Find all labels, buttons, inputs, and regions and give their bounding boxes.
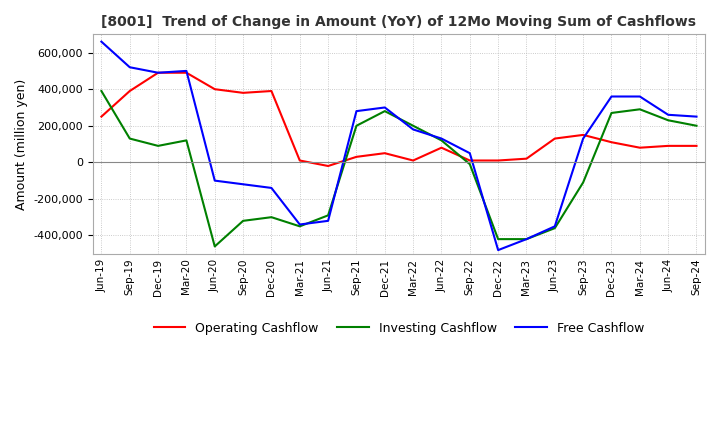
Free Cashflow — [551, 224, 559, 229]
Operating Cashflow — [125, 88, 134, 94]
Investing Cashflow — [239, 218, 248, 224]
Operating Cashflow — [154, 70, 163, 75]
Investing Cashflow — [267, 215, 276, 220]
Operating Cashflow — [182, 70, 191, 75]
Operating Cashflow — [664, 143, 672, 149]
Operating Cashflow — [494, 158, 503, 163]
Operating Cashflow — [352, 154, 361, 159]
Investing Cashflow — [579, 180, 588, 185]
Free Cashflow — [409, 127, 418, 132]
Free Cashflow — [664, 112, 672, 117]
Free Cashflow — [579, 136, 588, 141]
Free Cashflow — [437, 136, 446, 141]
Investing Cashflow — [125, 136, 134, 141]
Operating Cashflow — [522, 156, 531, 161]
Investing Cashflow — [380, 109, 389, 114]
Investing Cashflow — [692, 123, 701, 128]
Operating Cashflow — [380, 150, 389, 156]
Free Cashflow — [154, 70, 163, 75]
Free Cashflow — [522, 236, 531, 242]
Operating Cashflow — [551, 136, 559, 141]
Operating Cashflow — [267, 88, 276, 94]
Free Cashflow — [607, 94, 616, 99]
Free Cashflow — [210, 178, 219, 183]
Free Cashflow — [352, 109, 361, 114]
Free Cashflow — [692, 114, 701, 119]
Free Cashflow — [125, 65, 134, 70]
Legend: Operating Cashflow, Investing Cashflow, Free Cashflow: Operating Cashflow, Investing Cashflow, … — [149, 317, 649, 340]
Free Cashflow — [465, 150, 474, 156]
Investing Cashflow — [352, 123, 361, 128]
Operating Cashflow — [295, 158, 304, 163]
Operating Cashflow — [579, 132, 588, 138]
Free Cashflow — [494, 247, 503, 253]
Free Cashflow — [239, 182, 248, 187]
Free Cashflow — [380, 105, 389, 110]
Free Cashflow — [324, 218, 333, 224]
Investing Cashflow — [607, 110, 616, 116]
Free Cashflow — [636, 94, 644, 99]
Free Cashflow — [182, 68, 191, 73]
Investing Cashflow — [324, 213, 333, 218]
Operating Cashflow — [465, 158, 474, 163]
Free Cashflow — [97, 39, 106, 44]
Investing Cashflow — [494, 236, 503, 242]
Free Cashflow — [267, 185, 276, 191]
Investing Cashflow — [551, 226, 559, 231]
Operating Cashflow — [210, 87, 219, 92]
Line: Investing Cashflow: Investing Cashflow — [102, 91, 696, 246]
Investing Cashflow — [154, 143, 163, 149]
Investing Cashflow — [295, 224, 304, 229]
Investing Cashflow — [636, 106, 644, 112]
Title: [8001]  Trend of Change in Amount (YoY) of 12Mo Moving Sum of Cashflows: [8001] Trend of Change in Amount (YoY) o… — [102, 15, 696, 29]
Investing Cashflow — [522, 236, 531, 242]
Investing Cashflow — [210, 244, 219, 249]
Operating Cashflow — [636, 145, 644, 150]
Line: Operating Cashflow: Operating Cashflow — [102, 73, 696, 166]
Operating Cashflow — [692, 143, 701, 149]
Operating Cashflow — [607, 139, 616, 145]
Y-axis label: Amount (million yen): Amount (million yen) — [15, 78, 28, 210]
Investing Cashflow — [437, 138, 446, 143]
Investing Cashflow — [409, 123, 418, 128]
Investing Cashflow — [97, 88, 106, 94]
Operating Cashflow — [239, 90, 248, 95]
Investing Cashflow — [664, 117, 672, 123]
Operating Cashflow — [409, 158, 418, 163]
Operating Cashflow — [324, 163, 333, 169]
Operating Cashflow — [437, 145, 446, 150]
Operating Cashflow — [97, 114, 106, 119]
Investing Cashflow — [182, 138, 191, 143]
Investing Cashflow — [465, 161, 474, 167]
Free Cashflow — [295, 222, 304, 227]
Line: Free Cashflow: Free Cashflow — [102, 42, 696, 250]
